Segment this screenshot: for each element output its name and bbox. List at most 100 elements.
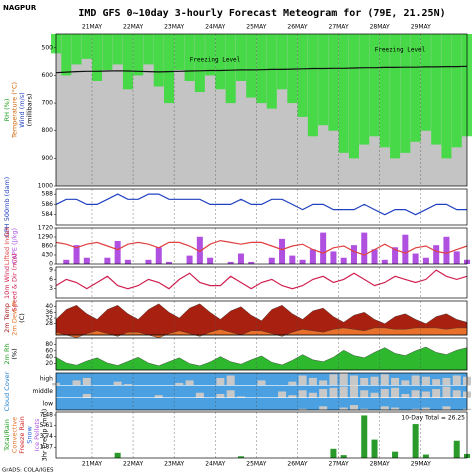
cloud-bar [391, 407, 400, 410]
cloud-bar [226, 390, 235, 398]
series-line [55, 239, 468, 256]
moist-column [451, 34, 462, 148]
cloud-bar [216, 393, 225, 398]
y-tick-label: 28 [45, 320, 53, 327]
moist-column [266, 34, 277, 109]
bar [392, 451, 399, 458]
bar [443, 236, 450, 264]
panel-label: RH (%) [3, 99, 11, 122]
panel-label: (millibars) [26, 94, 34, 127]
cloud-bar [82, 377, 91, 386]
moist-column [277, 34, 288, 90]
panel-label: Lifted Index [3, 227, 11, 265]
cloud-bar [349, 385, 358, 398]
y-tick-label: 80 [45, 341, 53, 348]
cloud-bar [278, 391, 287, 398]
panel-label: Total/Rain [3, 419, 11, 452]
x-tick-label-bottom: 27MAY [329, 461, 349, 468]
panel-frame [55, 266, 468, 299]
cloud-bar [319, 389, 328, 398]
panel-label: 2m Temp [3, 303, 11, 333]
moist-column [441, 34, 452, 159]
panel-label: (C) [18, 313, 26, 323]
panel-label: CAPE (J/kg) [11, 228, 19, 264]
bar [289, 255, 296, 264]
x-tick-label-bottom: 23MAY [164, 461, 184, 468]
cloud-bar [360, 377, 369, 386]
cloud-bar [380, 374, 389, 386]
panel-label: Wind (m/s) [18, 92, 26, 127]
moist-column [61, 34, 72, 76]
bar [145, 259, 152, 264]
panel-label: Snow [26, 426, 34, 444]
y-tick-label: 588 [42, 191, 54, 198]
bar [155, 247, 162, 264]
bar [63, 259, 70, 264]
panel-frame [55, 372, 468, 411]
cloud-bar [319, 406, 328, 410]
bar [433, 245, 440, 264]
chart-title: IMD GFS 0~10day 3-hourly Forecast Meteog… [78, 8, 445, 19]
series-line [55, 193, 467, 216]
bar [166, 261, 173, 264]
moist-column [122, 34, 133, 90]
x-tick-label-top: 29MAY [411, 24, 431, 31]
moist-column [164, 34, 175, 104]
panel-background [56, 189, 467, 225]
moist-column [225, 34, 236, 104]
cloud-bar [411, 408, 420, 410]
series-area [55, 303, 468, 336]
cloud-level-label: low [43, 400, 53, 407]
y-tick-label: 36 [45, 309, 53, 316]
bar [361, 232, 368, 264]
bar [237, 456, 244, 458]
cloud-bar [257, 380, 266, 386]
moist-column [431, 34, 442, 145]
cloud-bar [288, 395, 297, 398]
y-tick-label: 430 [42, 252, 54, 259]
series-line [55, 65, 468, 74]
bar [83, 257, 90, 264]
y-tick-label: 584 [42, 211, 54, 218]
panel-label: (%) [11, 348, 19, 359]
cloud-bar [329, 387, 338, 398]
cloud-bar [442, 377, 451, 386]
moist-column [184, 34, 195, 81]
moist-column [359, 34, 370, 145]
moist-column [112, 34, 123, 65]
cloud-bar [421, 391, 430, 398]
freezing-level-label: Freezing Level [190, 57, 241, 64]
cloud-bar [421, 407, 430, 410]
bar [268, 257, 275, 264]
cloud-bar [298, 390, 307, 398]
x-tick-label-bottom: 24MAY [205, 461, 225, 468]
moist-column [174, 34, 185, 70]
precip-total: 10-Day Total = 26.25 [401, 415, 465, 422]
series-line [55, 269, 468, 290]
y-tick-label: 20 [45, 360, 53, 367]
y-tick-label: 32 [45, 315, 53, 322]
credit: GrADS: COLA/IGES [2, 468, 54, 474]
moist-column [400, 34, 411, 153]
panel-label: Ice Pellets [33, 418, 41, 451]
panel-label: Freeze Rain [18, 416, 26, 454]
cloud-bar [288, 381, 297, 386]
panel-label: 10m Wind [3, 266, 11, 299]
y-tick-label: 860 [42, 243, 54, 250]
panel-frame [55, 33, 468, 187]
bar [114, 452, 121, 458]
bar [186, 255, 193, 264]
cloud-level-label: high [40, 376, 53, 383]
bar [207, 257, 214, 264]
moist-column [92, 34, 103, 81]
moist-column [410, 34, 421, 142]
x-tick-label-top: 23MAY [164, 24, 184, 31]
moist-column [420, 34, 431, 131]
moist-column [338, 34, 349, 153]
x-tick-label-top: 27MAY [329, 24, 349, 31]
station: NAGPUR [3, 4, 37, 12]
cloud-bar [113, 381, 122, 386]
y-tick-label: 1290 [38, 234, 53, 241]
bar [299, 259, 306, 264]
x-tick-label-bottom: 28MAY [370, 461, 390, 468]
